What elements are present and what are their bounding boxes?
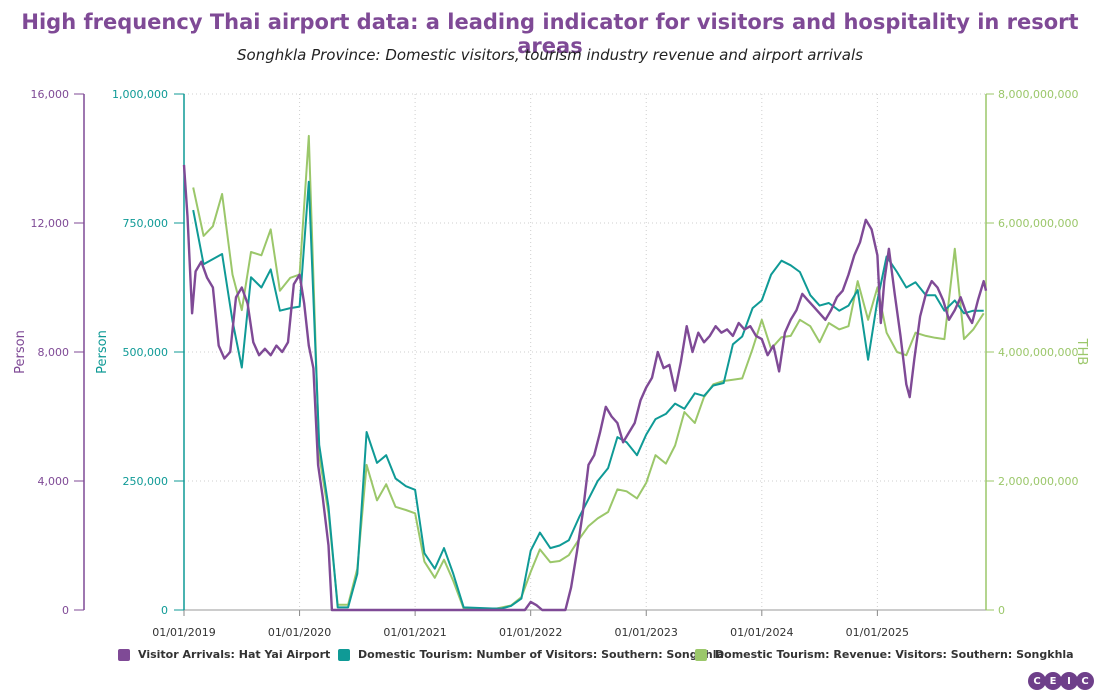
x-tick-label: 01/01/2024 xyxy=(730,626,793,639)
left-axis-2-tick: 250,000 xyxy=(123,475,169,488)
series-lines xyxy=(182,134,988,612)
right-axis-tick: 4,000,000,000 xyxy=(998,346,1078,359)
legend: Visitor Arrivals: Hat Yai Airport Domest… xyxy=(0,648,1100,668)
axes: 01/01/2019 01/01/2020 01/01/2021 01/01/2022… xyxy=(13,88,1089,639)
legend-label: Domestic Tourism: Revenue: Visitors: Sou… xyxy=(715,648,1074,661)
left-axis-1-tick: 0 xyxy=(62,604,69,617)
x-tick-label: 01/01/2023 xyxy=(615,626,678,639)
x-tick-label: 01/01/2022 xyxy=(499,626,562,639)
right-axis-tick: 8,000,000,000 xyxy=(998,88,1078,101)
x-tick-label: 01/01/2025 xyxy=(846,626,909,639)
x-tick-label: 01/01/2019 xyxy=(152,626,215,639)
left-axis-1-tick: 12,000 xyxy=(31,217,70,230)
series-line-2 xyxy=(192,134,985,611)
logo-letter: E xyxy=(1044,672,1062,690)
legend-swatch xyxy=(118,648,130,661)
legend-item-visitors[interactable]: Domestic Tourism: Number of Visitors: So… xyxy=(338,648,724,661)
legend-label: Visitor Arrivals: Hat Yai Airport xyxy=(138,648,331,661)
left-axis-1-tick: 8,000 xyxy=(38,346,70,359)
legend-item-revenue[interactable]: Domestic Tourism: Revenue: Visitors: Sou… xyxy=(695,648,1074,661)
chart-title: High frequency Thai airport data: a lead… xyxy=(21,10,1079,58)
x-tick-label: 01/01/2021 xyxy=(383,626,446,639)
left-axis-2-tick: 500,000 xyxy=(123,346,169,359)
series-line-1 xyxy=(192,180,984,610)
right-axis-tick: 6,000,000,000 xyxy=(998,217,1078,230)
legend-item-hat-yai[interactable]: Visitor Arrivals: Hat Yai Airport xyxy=(118,648,330,661)
left-axis-1-tick: 4,000 xyxy=(38,475,70,488)
ceic-logo: C E I C xyxy=(1028,672,1094,690)
left-axis-2-tick: 1,000,000 xyxy=(112,88,168,101)
left-axis-2-title: Person xyxy=(95,330,110,374)
x-tick-label: 01/01/2020 xyxy=(268,626,331,639)
left-axis-2-tick: 0 xyxy=(161,604,168,617)
logo-letter: C xyxy=(1076,672,1094,690)
series-line-0 xyxy=(182,164,988,612)
left-axis-1-tick: 16,000 xyxy=(31,88,70,101)
left-axis-1-title: Person xyxy=(13,330,28,374)
legend-label: Domestic Tourism: Number of Visitors: So… xyxy=(358,648,724,661)
right-axis-tick: 0 xyxy=(998,604,1005,617)
logo-letter: C xyxy=(1028,672,1046,690)
right-axis-title: THB xyxy=(1074,338,1089,366)
legend-swatch xyxy=(338,648,350,661)
right-axis-tick: 2,000,000,000 xyxy=(998,475,1078,488)
chart-subtitle: Songhkla Province: Domestic visitors, to… xyxy=(237,46,863,64)
logo-letter: I xyxy=(1060,672,1078,690)
legend-swatch xyxy=(695,648,707,661)
left-axis-2-tick: 750,000 xyxy=(123,217,169,230)
